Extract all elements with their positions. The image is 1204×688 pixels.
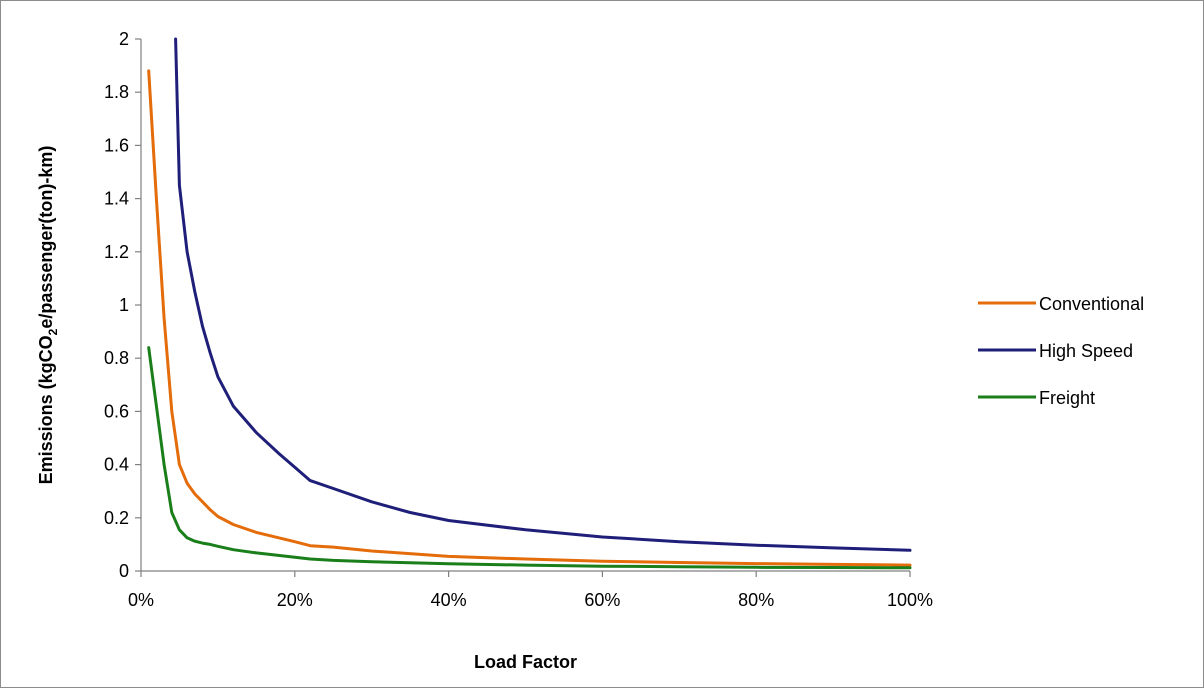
y-axis-ticks: 0 0.2 0.4 0.6 0.8 1 1.2 1.4 1.6 1.8 2 (104, 29, 141, 581)
legend-label: Conventional (1039, 294, 1144, 314)
series-line-conventional (147, 69, 912, 567)
legend-item-freight: Freight (978, 388, 1095, 408)
x-axis-title: Load Factor (474, 652, 577, 672)
plot-area: 0 0.2 0.4 0.6 0.8 1 1.2 1.4 1.6 1.8 2 0% 20% 40% 60% 8… (104, 29, 933, 610)
series-line-high-speed (174, 37, 912, 552)
legend-label: Freight (1039, 388, 1095, 408)
x-tick-label: 100% (887, 590, 933, 610)
y-tick-label: 0.4 (104, 455, 129, 475)
y-axis-title-subscript: 2 (46, 328, 60, 335)
y-axis-title-part1: Emissions (kgCO (36, 335, 56, 484)
legend-item-high-speed: High Speed (978, 341, 1133, 361)
y-tick-label: 0.8 (104, 348, 129, 368)
legend-item-conventional: Conventional (978, 294, 1144, 314)
legend: Conventional High Speed Freight (978, 294, 1144, 408)
y-tick-label: 1 (119, 295, 129, 315)
x-tick-label: 20% (277, 590, 313, 610)
series-lines (147, 37, 912, 570)
x-tick-label: 0% (128, 590, 154, 610)
y-tick-label: 1.6 (104, 135, 129, 155)
y-tick-label: 1.4 (104, 189, 129, 209)
x-tick-label: 40% (431, 590, 467, 610)
y-axis-title-part2: e/passenger(ton)-km) (36, 146, 56, 329)
x-tick-label: 60% (584, 590, 620, 610)
y-tick-label: 0.2 (104, 508, 129, 528)
y-tick-label: 0.6 (104, 401, 129, 421)
x-tick-label: 80% (738, 590, 774, 610)
y-tick-label: 2 (119, 29, 129, 49)
y-tick-label: 0 (119, 561, 129, 581)
y-tick-label: 1.2 (104, 242, 129, 262)
series-line-freight (147, 346, 912, 570)
y-axis-title: Emissions (kgCO2e/passenger(ton)-km) (36, 146, 60, 485)
y-tick-label: 1.8 (104, 82, 129, 102)
x-axis-ticks: 0% 20% 40% 60% 80% 100% (128, 571, 933, 610)
legend-label: High Speed (1039, 341, 1133, 361)
